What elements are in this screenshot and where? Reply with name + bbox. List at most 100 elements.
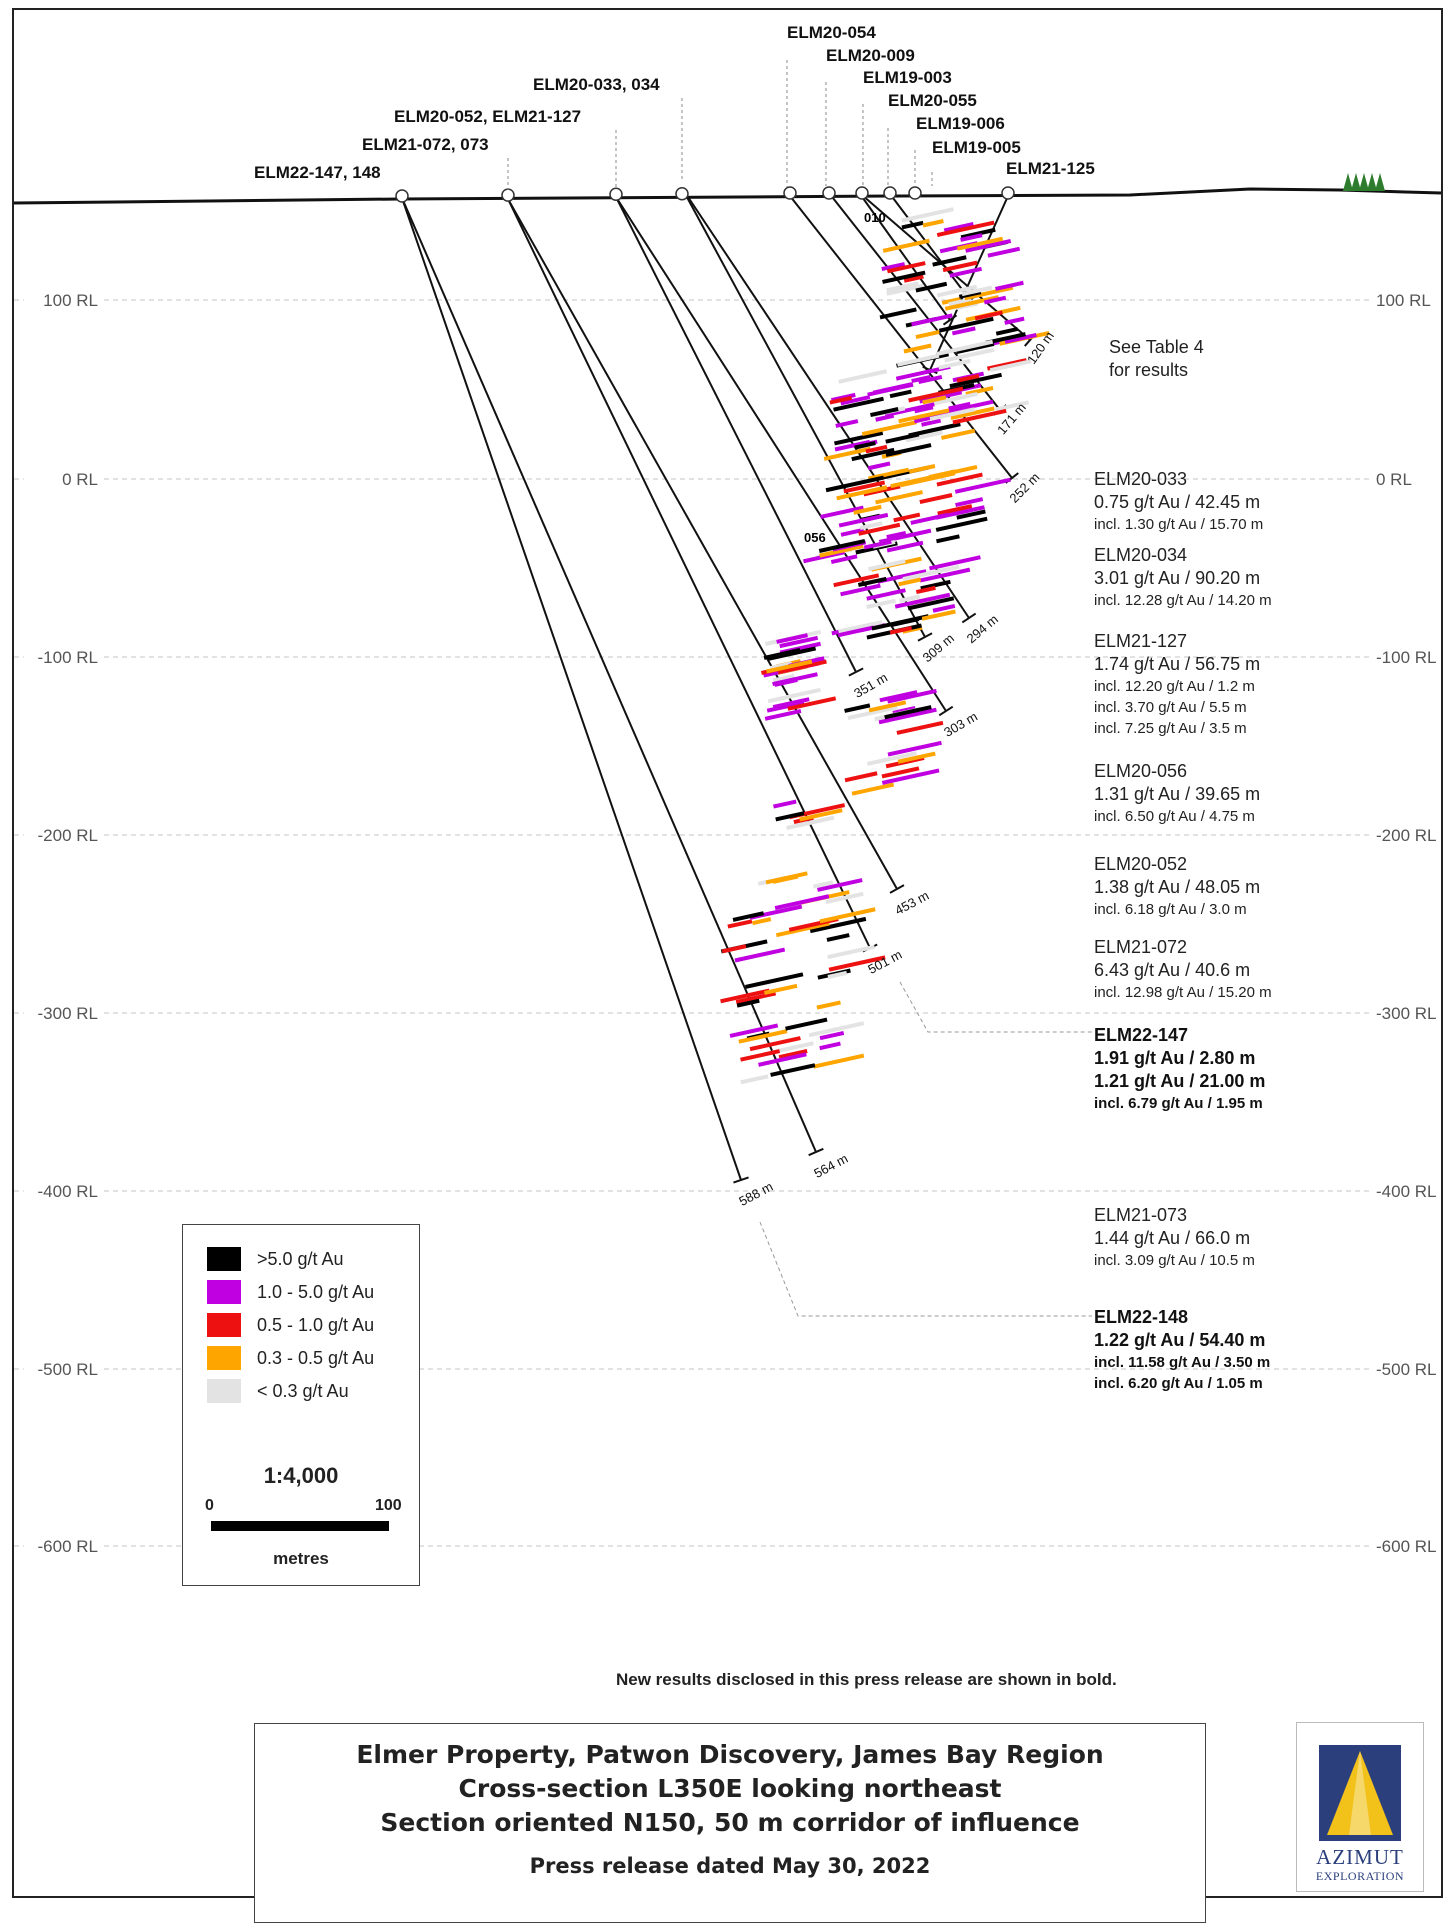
- rl-label-right: -200 RL: [1376, 826, 1436, 845]
- result-hole-name: ELM22-148: [1094, 1307, 1189, 1327]
- assay-interval: [882, 238, 930, 253]
- assay-interval: [932, 603, 956, 613]
- assay-interval: [897, 751, 936, 764]
- assay-interval: [857, 576, 887, 587]
- hole-label: ELM21-125: [1006, 159, 1095, 178]
- assay-interval: [887, 688, 937, 704]
- assay-interval: [825, 475, 885, 493]
- scale-unit: metres: [273, 1549, 329, 1568]
- assay-interval: [955, 497, 984, 508]
- assay-interval: [749, 1036, 801, 1052]
- assay-interval: [965, 238, 1012, 253]
- result-hole-name: ELM22-147: [1094, 1025, 1189, 1045]
- assay-interval: [732, 911, 765, 922]
- assay-interval: [889, 389, 912, 399]
- assay-interval: [817, 878, 863, 892]
- assay-interval: [929, 555, 981, 571]
- assay-interval: [908, 386, 964, 403]
- depth-label: 351 m: [851, 670, 890, 701]
- assay-interval: [903, 274, 924, 283]
- assay-interval: [908, 464, 936, 474]
- assay-interval: [859, 521, 883, 531]
- assay-interval: [960, 233, 983, 242]
- assay-interval: [827, 944, 875, 960]
- legend-label: < 0.3 g/t Au: [257, 1380, 349, 1401]
- assay-interval: [833, 573, 880, 588]
- assay-interval: [826, 933, 850, 942]
- assay-interval: [921, 609, 956, 621]
- assay-interval: [819, 1041, 841, 1051]
- assay-interval: [954, 477, 1011, 494]
- rl-label-left: -500 RL: [38, 1360, 98, 1379]
- press-release-date: Press release dated May 30, 2022: [529, 1854, 931, 1878]
- assay-interval: [918, 374, 943, 384]
- assay-interval: [772, 874, 799, 884]
- tree-icon: [1343, 173, 1385, 191]
- assay-interval: [892, 706, 916, 715]
- assay-interval: [879, 690, 918, 703]
- legend-item: < 0.3 g/t Au: [207, 1379, 349, 1403]
- assay-interval: [867, 382, 914, 397]
- legend-item: 0.5 - 1.0 g/t Au: [207, 1313, 374, 1337]
- assay-interval: [885, 432, 920, 444]
- depth-label: 171 m: [994, 400, 1029, 437]
- assay-interval: [820, 505, 864, 519]
- result-block: ELM21-127 1.74 g/t Au / 56.75 m incl. 12.2…: [1094, 630, 1260, 739]
- assay-interval: [740, 1074, 769, 1085]
- result-leader-line: [899, 981, 1092, 1033]
- assay-interval: [827, 970, 848, 979]
- result-intercept: 6.43 g/t Au / 40.6 m: [1094, 960, 1251, 980]
- assay-interval: [974, 310, 1003, 321]
- assay-interval: [819, 1031, 845, 1041]
- assay-interval: [868, 700, 907, 713]
- assay-interval: [886, 281, 919, 293]
- assay-interval: [858, 522, 901, 536]
- assay-interval: [903, 343, 932, 354]
- rl-label-right: -300 RL: [1376, 1004, 1436, 1023]
- assay-interval: [868, 559, 906, 572]
- assay-interval: [986, 358, 1027, 371]
- assay-interval: [735, 991, 777, 1005]
- assay-interval: [863, 539, 892, 550]
- hole-collar: [822, 186, 836, 200]
- assay-interval: [777, 659, 827, 675]
- assay-interval: [936, 534, 960, 544]
- result-block: ELM21-072 6.43 g/t Au / 40.6 m incl. 12.98…: [1094, 936, 1272, 1003]
- assay-interval: [831, 392, 856, 403]
- result-block: ELM20-056 1.31 g/t Au / 39.65 m incl. 6.50…: [1094, 760, 1260, 827]
- assay-interval: [813, 1053, 865, 1069]
- drill-hole-trace: [789, 195, 1013, 479]
- assay-interval: [911, 313, 953, 327]
- assay-interval: [936, 472, 983, 487]
- assay-interval: [896, 720, 944, 735]
- result-block: ELM22-147 1.91 g/t Au / 2.80 m 1.21 g/t Au…: [1094, 1024, 1265, 1114]
- assay-interval: [871, 614, 929, 631]
- legend-item: >5.0 g/t Au: [207, 1247, 344, 1271]
- assay-interval: [919, 493, 953, 505]
- result-intercept: 1.22 g/t Au / 54.40 m: [1094, 1330, 1266, 1350]
- result-including: incl. 12.28 g/t Au / 14.20 m: [1094, 592, 1272, 609]
- assay-interval: [772, 672, 818, 686]
- assay-interval: [915, 281, 948, 293]
- assay-interval: [851, 782, 895, 796]
- legend-label: 1.0 - 5.0 g/t Au: [257, 1281, 375, 1302]
- assay-interval: [738, 1029, 788, 1044]
- hole-end-tick: [938, 705, 954, 717]
- drill-hole-trace: [681, 187, 926, 638]
- depth-label: 120 m: [1024, 329, 1057, 367]
- assay-interval: [866, 598, 896, 609]
- assay-interval: [882, 270, 926, 284]
- assay-interval: [915, 585, 936, 595]
- assay-interval: [887, 740, 942, 757]
- assay-interval: [819, 544, 864, 558]
- assay-interval: [915, 330, 940, 340]
- assay-interval: [854, 441, 876, 450]
- hole-collar: [783, 186, 797, 200]
- rl-label-right: 0 RL: [1376, 470, 1412, 489]
- legend-label: >5.0 g/t Au: [257, 1248, 344, 1269]
- assay-interval: [941, 296, 961, 305]
- assay-interval: [938, 316, 994, 333]
- assay-interval: [870, 407, 899, 418]
- legend: >5.0 g/t Au 1.0 - 5.0 g/t Au 0.5 - 1.0 g…: [182, 1224, 420, 1586]
- assay-interval: [1004, 316, 1025, 325]
